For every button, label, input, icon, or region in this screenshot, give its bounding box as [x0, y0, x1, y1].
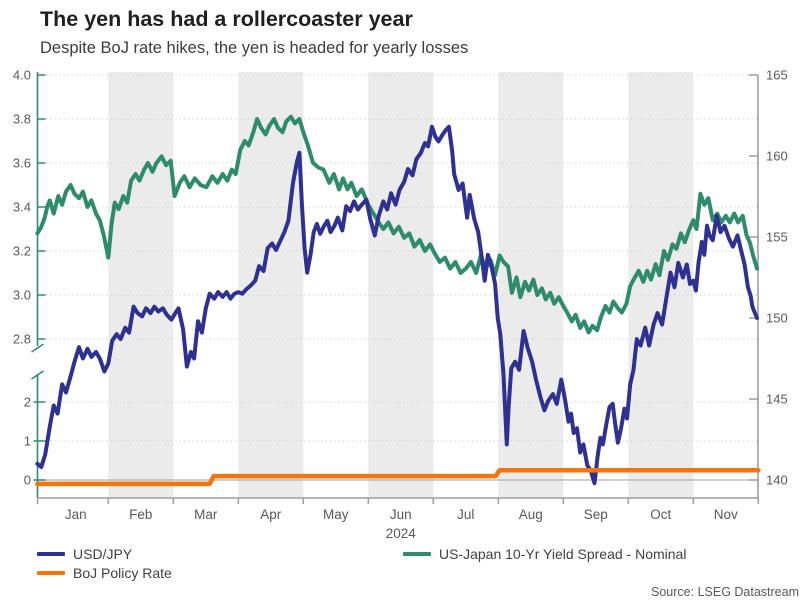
legend-label-boj: BoJ Policy Rate [73, 565, 172, 581]
source-credit: Source: LSEG Datastream [651, 585, 799, 599]
month-band [108, 72, 174, 498]
x-tick-label: Jul [457, 507, 474, 522]
chart-subtitle: Despite BoJ rate hikes, the yen is heade… [40, 39, 469, 57]
x-tick-label: Apr [260, 507, 282, 522]
y-tick-label-right: 160 [766, 149, 788, 164]
y-tick-label-right: 140 [766, 473, 788, 488]
x-tick-label: Sep [584, 507, 608, 522]
y-tick-label-left: 3.8 [13, 112, 31, 127]
x-tick-label: Jan [65, 507, 87, 522]
legend-swatch-usdjpy [37, 552, 65, 556]
x-tick-label: Mar [194, 507, 218, 522]
y-tick-label-right: 155 [766, 230, 788, 245]
axis-break-mark [31, 370, 44, 380]
legend-item-boj: BoJ Policy Rate [37, 565, 172, 581]
x-tick-label: Oct [650, 507, 671, 522]
legend-label-usdjpy: USD/JPY [73, 546, 133, 562]
legend-item-usdjpy: USD/JPY [37, 546, 132, 562]
y-tick-label-left: 1 [24, 434, 31, 449]
x-tick-label: Jun [390, 507, 412, 522]
legend-swatch-spread [403, 552, 431, 556]
y-tick-label-left: 3.0 [13, 288, 31, 303]
series-line-usdjpy [35, 124, 759, 486]
page-title: The yen has had a rollercoaster year [40, 7, 413, 31]
y-tick-label-left: 2.8 [13, 332, 31, 347]
month-band [238, 72, 304, 498]
y-tick-label-left: 2 [24, 395, 31, 410]
y-tick-label-left: 4.0 [13, 68, 31, 83]
y-tick-label-left: 3.2 [13, 244, 31, 259]
series-line-boj [35, 468, 761, 487]
x-tick-label: May [323, 507, 349, 522]
legend-label-spread: US-Japan 10-Yr Yield Spread - Nominal [439, 546, 687, 562]
y-tick-label-left: 3.6 [13, 156, 31, 171]
legend-item-spread: US-Japan 10-Yr Yield Spread - Nominal [403, 546, 686, 562]
x-tick-label: Aug [519, 507, 543, 522]
y-tick-label-right: 145 [766, 392, 788, 407]
month-band [368, 72, 434, 498]
axis-break-mark [31, 343, 44, 353]
series-line-spread [35, 114, 759, 335]
y-tick-label-left: 0 [24, 473, 31, 488]
legend-swatch-boj [37, 571, 65, 575]
y-tick-label-right: 165 [766, 68, 788, 83]
x-tick-label: Nov [714, 507, 738, 522]
month-band [628, 72, 694, 498]
year-label: 2024 [386, 526, 417, 541]
y-tick-label-right: 150 [766, 311, 788, 326]
x-tick-label: Feb [129, 507, 152, 522]
y-tick-label-left: 3.4 [13, 200, 31, 215]
